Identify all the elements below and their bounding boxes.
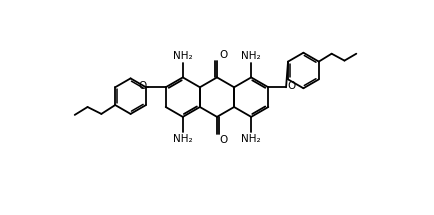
Text: NH₂: NH₂ xyxy=(173,51,193,61)
Text: O: O xyxy=(219,135,227,145)
Text: NH₂: NH₂ xyxy=(241,51,261,61)
Text: NH₂: NH₂ xyxy=(173,134,193,144)
Text: O: O xyxy=(287,81,295,91)
Text: NH₂: NH₂ xyxy=(241,134,261,144)
Text: O: O xyxy=(139,81,147,91)
Text: O: O xyxy=(219,50,227,60)
